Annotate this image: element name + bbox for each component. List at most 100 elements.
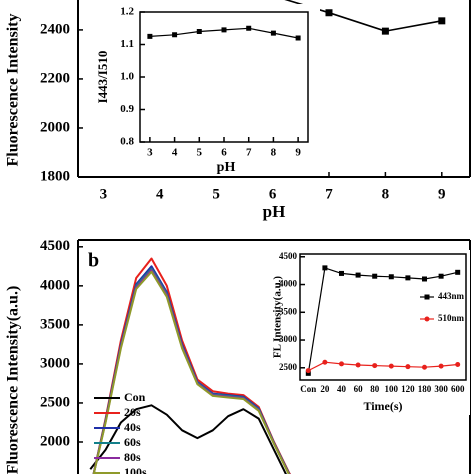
marker — [270, 30, 276, 36]
ticks: 2000 2500 3000 3500 4000 4500 Con20s40s60s80s1… — [40, 238, 147, 474]
legend-label: 20s — [124, 405, 141, 419]
x-tick-label: 7 — [325, 186, 333, 202]
plot — [284, 0, 446, 35]
marker — [388, 363, 394, 369]
y-tick-label: 4000 — [40, 277, 70, 293]
y-tick-label: 2000 — [40, 119, 70, 135]
legend-label: Con — [124, 390, 146, 404]
y-tick-label: 1.1 — [120, 38, 134, 50]
legend-label: 60s — [124, 435, 141, 449]
y-axis-title: I443/I510 — [95, 51, 110, 104]
x-axis-title: pH — [217, 160, 236, 175]
marker — [325, 9, 333, 17]
x-tick-label: 60 — [354, 384, 364, 394]
x-tick-label: 180 — [418, 384, 432, 394]
legend-marker — [424, 294, 430, 300]
x-tick-label: 120 — [401, 384, 415, 394]
x-tick-label: 8 — [271, 147, 277, 159]
y-axis-title: FL Intensity(a.u.) — [272, 276, 284, 359]
marker — [246, 25, 252, 31]
x-tick-label: 20 — [320, 384, 330, 394]
y-axis-title: Fluorescence Intensity(a.u.) — [5, 286, 22, 474]
marker — [172, 32, 178, 38]
x-tick-label: 5 — [197, 147, 203, 159]
y-tick-label: 1800 — [40, 168, 70, 184]
y-tick-label: 4500 — [279, 251, 298, 261]
y-axis-title: Fluorescence Intensity — [5, 13, 22, 166]
marker — [147, 33, 153, 39]
marker — [438, 273, 444, 279]
x-tick-label: 7 — [246, 147, 252, 159]
legend-label: 443nm — [438, 291, 465, 301]
legend-label: 100s — [124, 465, 147, 474]
x-tick-label: 300 — [434, 384, 448, 394]
marker — [339, 361, 344, 367]
y-tick-label: 1.2 — [120, 6, 134, 18]
y-tick-label: 3000 — [279, 334, 298, 344]
x-tick-label: 8 — [382, 186, 390, 202]
ticks: 1800 2000 2200 2400 3 4 5 6 7 8 9 — [40, 21, 446, 202]
marker — [295, 35, 301, 41]
marker — [455, 269, 461, 275]
y-tick-label: 1.0 — [120, 71, 134, 83]
legend-marker — [424, 316, 430, 322]
x-tick-label: 4 — [172, 147, 178, 159]
x-tick-label: 80 — [370, 384, 380, 394]
marker — [405, 364, 411, 370]
marker — [322, 359, 328, 365]
marker — [339, 270, 344, 276]
y-tick-label: 4000 — [279, 279, 298, 289]
x-axis-title: pH — [263, 202, 286, 221]
legend-label: 510nm — [438, 313, 465, 323]
series-line — [92, 270, 290, 474]
inset-background — [96, 4, 320, 176]
y-tick-label: 2500 — [40, 394, 70, 410]
x-tick-label: 6 — [221, 147, 227, 159]
series-line — [89, 404, 287, 474]
inset-frame — [299, 253, 467, 381]
y-tick-label: 2400 — [40, 21, 70, 37]
marker — [305, 368, 311, 374]
x-tick-label: 4 — [156, 186, 164, 202]
y-tick-label: 3500 — [279, 306, 298, 316]
marker — [221, 27, 227, 33]
marker — [422, 364, 427, 370]
series-line — [308, 361, 458, 372]
marker — [355, 362, 361, 368]
x-tick-label: Con — [300, 384, 316, 394]
x-tick-label: 9 — [438, 186, 446, 202]
inset-plot: 2500 3000 3500 4000 4500 Con 20 40 60 80 100 120 180… — [279, 251, 465, 394]
y-tick-label: 0.9 — [120, 103, 134, 115]
inset-plot: 0.8 0.9 1.0 1.1 1.2 3 4 5 6 7 8 9 — [120, 6, 301, 159]
x-tick-label: 3 — [100, 186, 108, 202]
marker — [438, 17, 446, 25]
y-tick-label: 4500 — [40, 238, 70, 254]
marker — [355, 272, 361, 278]
marker — [322, 265, 328, 271]
marker — [381, 27, 389, 35]
marker — [372, 273, 378, 279]
marker — [405, 275, 411, 281]
x-tick-label: 40 — [337, 384, 347, 394]
marker — [305, 370, 311, 376]
marker — [372, 363, 378, 369]
x-tick-label: 100 — [385, 384, 399, 394]
legend-label: 80s — [124, 450, 141, 464]
x-tick-label: 600 — [451, 384, 465, 394]
marker — [388, 274, 394, 280]
y-tick-label: 2000 — [40, 433, 70, 449]
marker — [438, 363, 444, 369]
x-tick-label: 3 — [147, 147, 153, 159]
y-tick-label: 2500 — [279, 362, 298, 372]
marker — [422, 276, 427, 282]
legend-label: 40s — [124, 420, 141, 434]
x-tick-label: 5 — [212, 186, 220, 202]
y-tick-label: 3500 — [40, 316, 70, 332]
x-tick-label: 9 — [295, 147, 301, 159]
y-tick-label: 3000 — [40, 355, 70, 371]
y-tick-label: 2200 — [40, 70, 70, 86]
series-line — [307, 267, 458, 374]
x-axis-title: Time(s) — [363, 399, 402, 413]
